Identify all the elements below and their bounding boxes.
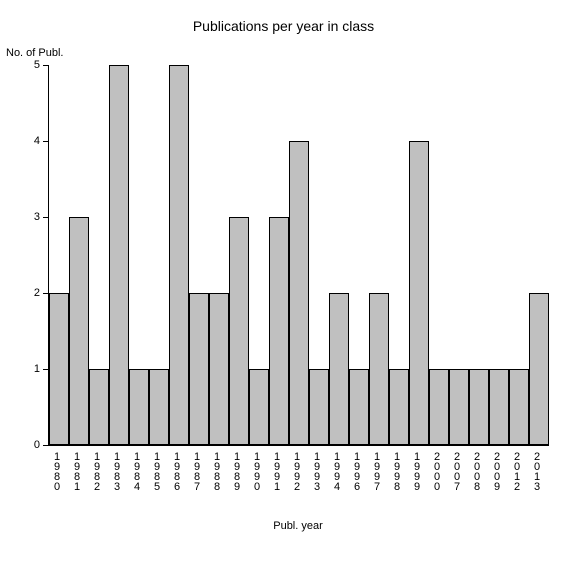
xtick-label: 1986 [171,451,183,491]
bar [429,369,449,445]
ytick-label: 4 [20,135,40,147]
xtick-label: 1997 [371,451,383,491]
xtick-label: 1988 [211,451,223,491]
xtick-label: 1983 [111,451,123,491]
bar [509,369,529,445]
bar [109,65,129,445]
bar [169,65,189,445]
bar [289,141,309,445]
xtick-label: 1989 [231,451,243,491]
bar [409,141,429,445]
bar [209,293,229,445]
ytick-mark [43,445,48,446]
xtick-label: 1981 [71,451,83,491]
y-axis-label: No. of Publ. [6,47,63,59]
bar [389,369,409,445]
xtick-label: 2012 [511,451,523,491]
xtick-label: 1987 [191,451,203,491]
bar [449,369,469,445]
ytick-label: 3 [20,211,40,223]
ytick-mark [43,65,48,66]
xtick-label: 1985 [151,451,163,491]
xtick-label: 2007 [451,451,463,491]
bar [149,369,169,445]
bar [269,217,289,445]
xtick-label: 1982 [91,451,103,491]
bar [249,369,269,445]
ytick-label: 5 [20,59,40,71]
xtick-label: 1992 [291,451,303,491]
xtick-label: 1980 [51,451,63,491]
bar [489,369,509,445]
ytick-label: 0 [20,439,40,451]
ytick-mark [43,141,48,142]
bar [329,293,349,445]
bar [189,293,209,445]
xtick-label: 1990 [251,451,263,491]
bar [469,369,489,445]
xtick-label: 1991 [271,451,283,491]
xtick-label: 1998 [391,451,403,491]
xtick-label: 1994 [331,451,343,491]
xtick-label: 1999 [411,451,423,491]
xtick-label: 2013 [531,451,543,491]
xtick-label: 1996 [351,451,363,491]
chart-title: Publications per year in class [0,18,567,34]
xtick-label: 2000 [431,451,443,491]
x-axis-label: Publ. year [48,520,548,532]
bar [129,369,149,445]
ytick-mark [43,217,48,218]
xtick-label: 1984 [131,451,143,491]
bar [349,369,369,445]
xtick-label: 2009 [491,451,503,491]
bar [309,369,329,445]
ytick-label: 1 [20,363,40,375]
bar [229,217,249,445]
bar [529,293,549,445]
bar [49,293,69,445]
plot-area [48,65,549,446]
bar [89,369,109,445]
xtick-label: 2008 [471,451,483,491]
ytick-mark [43,369,48,370]
bar [369,293,389,445]
chart-container: Publications per year in class No. of Pu… [0,0,567,567]
bar [69,217,89,445]
xtick-label: 1993 [311,451,323,491]
ytick-mark [43,293,48,294]
ytick-label: 2 [20,287,40,299]
